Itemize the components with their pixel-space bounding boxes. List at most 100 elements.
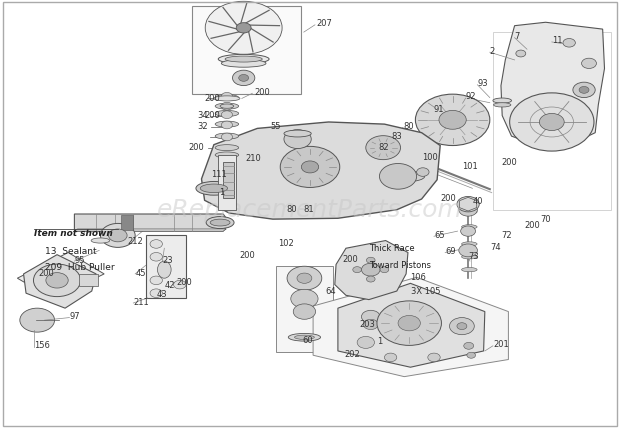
Circle shape: [357, 336, 374, 348]
Ellipse shape: [215, 145, 239, 151]
Circle shape: [301, 161, 319, 173]
Circle shape: [516, 50, 526, 57]
Circle shape: [467, 352, 476, 358]
Circle shape: [377, 301, 441, 345]
Polygon shape: [202, 122, 440, 219]
Text: 102: 102: [278, 238, 293, 248]
Circle shape: [398, 315, 420, 331]
Text: 106: 106: [410, 273, 427, 282]
Text: 72: 72: [501, 231, 512, 240]
Text: 100: 100: [422, 153, 437, 162]
Text: 200: 200: [440, 194, 456, 203]
Text: 2: 2: [490, 47, 495, 56]
Text: 202: 202: [344, 350, 360, 359]
Text: 200: 200: [343, 255, 358, 264]
Circle shape: [150, 289, 162, 297]
Circle shape: [221, 92, 232, 100]
Circle shape: [232, 70, 255, 86]
Text: eReplacementParts.com: eReplacementParts.com: [157, 198, 463, 222]
Circle shape: [221, 111, 232, 119]
Circle shape: [510, 93, 594, 151]
Text: 65: 65: [434, 231, 445, 240]
Ellipse shape: [215, 133, 239, 139]
Text: 23: 23: [162, 256, 173, 265]
Text: 207: 207: [316, 19, 332, 28]
Text: 45: 45: [135, 268, 146, 278]
Ellipse shape: [225, 56, 262, 62]
Text: 74: 74: [490, 243, 500, 252]
Text: 70: 70: [541, 214, 551, 224]
Ellipse shape: [215, 152, 239, 158]
Circle shape: [108, 229, 127, 242]
Text: 81: 81: [304, 205, 314, 214]
Text: 11: 11: [552, 36, 562, 45]
Text: 200: 200: [177, 278, 192, 287]
Text: 201: 201: [493, 340, 508, 349]
Circle shape: [366, 257, 375, 263]
Circle shape: [439, 110, 466, 129]
Ellipse shape: [91, 238, 110, 243]
Text: 200: 200: [38, 268, 54, 278]
Circle shape: [361, 310, 380, 323]
Text: 210: 210: [245, 154, 260, 163]
Circle shape: [363, 319, 378, 330]
Ellipse shape: [461, 210, 477, 214]
Text: 91: 91: [434, 104, 445, 114]
Ellipse shape: [461, 255, 477, 259]
Text: 32: 32: [197, 122, 208, 131]
Polygon shape: [459, 197, 477, 211]
Text: 200: 200: [189, 143, 205, 152]
Polygon shape: [74, 229, 226, 231]
Circle shape: [100, 223, 135, 247]
Circle shape: [417, 168, 429, 176]
Ellipse shape: [388, 171, 425, 181]
Ellipse shape: [218, 54, 269, 64]
Text: 211: 211: [133, 297, 149, 307]
Circle shape: [415, 94, 490, 146]
Text: 97: 97: [69, 312, 80, 321]
Text: 200: 200: [205, 94, 220, 103]
Circle shape: [150, 276, 162, 285]
Text: 93: 93: [477, 79, 488, 88]
Circle shape: [174, 280, 186, 289]
Circle shape: [461, 226, 476, 236]
Text: 34: 34: [197, 111, 208, 120]
Ellipse shape: [220, 104, 234, 108]
Ellipse shape: [294, 335, 314, 339]
Text: 200: 200: [254, 87, 270, 97]
Ellipse shape: [494, 103, 511, 107]
Circle shape: [239, 74, 249, 81]
Circle shape: [33, 264, 81, 297]
Text: 101: 101: [462, 161, 477, 171]
Text: 69: 69: [445, 247, 456, 256]
Bar: [192, 6, 301, 94]
Polygon shape: [335, 241, 408, 300]
Ellipse shape: [461, 268, 477, 272]
Polygon shape: [17, 253, 104, 299]
Circle shape: [366, 136, 401, 160]
Circle shape: [361, 263, 380, 276]
Text: 200: 200: [239, 251, 255, 261]
Circle shape: [379, 163, 417, 189]
Ellipse shape: [214, 96, 240, 101]
Text: 64: 64: [326, 287, 336, 297]
Text: Toward Pistons: Toward Pistons: [369, 261, 431, 270]
Circle shape: [582, 58, 596, 68]
Ellipse shape: [157, 261, 171, 278]
Text: 13  Sealant: 13 Sealant: [45, 247, 97, 256]
Text: 95: 95: [74, 256, 85, 265]
Ellipse shape: [196, 181, 232, 195]
Text: 200: 200: [524, 221, 539, 231]
Text: 80: 80: [403, 122, 414, 131]
Text: 42: 42: [164, 281, 175, 291]
Bar: [223, 162, 234, 198]
Circle shape: [150, 253, 162, 261]
Bar: [218, 155, 236, 210]
Ellipse shape: [493, 98, 512, 103]
Text: 40: 40: [472, 196, 483, 206]
Circle shape: [236, 23, 251, 33]
Circle shape: [291, 289, 318, 308]
Text: 111: 111: [211, 170, 226, 179]
Circle shape: [221, 102, 232, 110]
Bar: [146, 235, 186, 298]
